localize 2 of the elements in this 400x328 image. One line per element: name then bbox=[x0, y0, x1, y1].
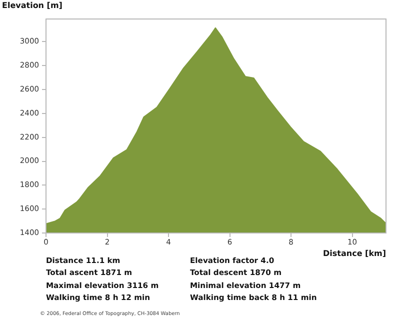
y-axis-title: Elevation [m] bbox=[2, 1, 62, 10]
x-axis-title: Distance [km] bbox=[323, 249, 386, 258]
